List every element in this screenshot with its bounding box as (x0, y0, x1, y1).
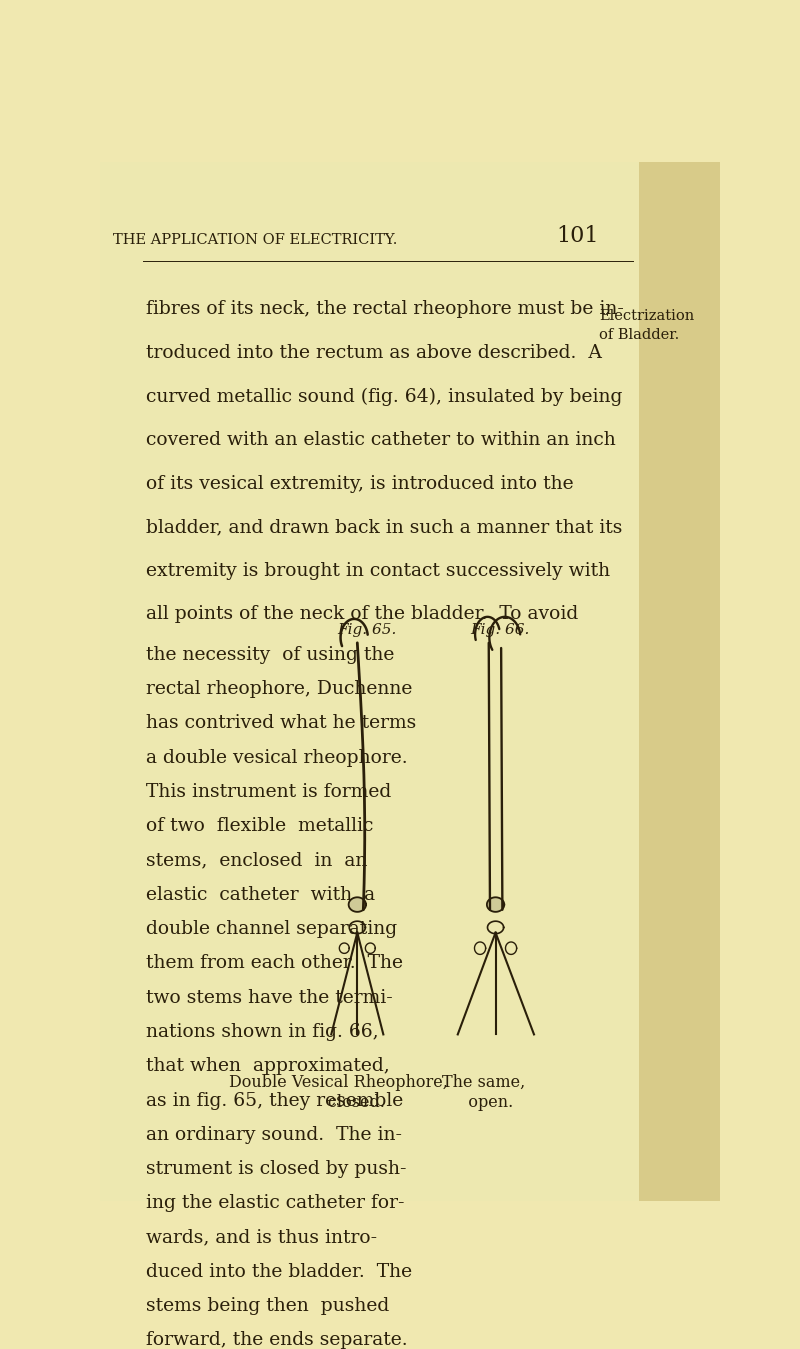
Text: forward, the ends separate.: forward, the ends separate. (146, 1331, 408, 1349)
Text: stems being then  pushed: stems being then pushed (146, 1298, 390, 1315)
Text: fibres of its neck, the rectal rheophore must be in-: fibres of its neck, the rectal rheophore… (146, 299, 624, 318)
Polygon shape (349, 897, 366, 912)
Text: Electrization
of Bladder.: Electrization of Bladder. (599, 309, 694, 341)
Text: of two  flexible  metallic: of two flexible metallic (146, 817, 374, 835)
Text: them from each other.  The: them from each other. The (146, 955, 403, 973)
Text: Fig. 65.: Fig. 65. (337, 623, 396, 637)
Text: bladder, and drawn back in such a manner that its: bladder, and drawn back in such a manner… (146, 518, 623, 536)
Text: that when  approximated,: that when approximated, (146, 1058, 390, 1075)
Bar (639, 162, 720, 1201)
Text: elastic  catheter  with  a: elastic catheter with a (146, 886, 376, 904)
Text: rectal rheophore, Duchenne: rectal rheophore, Duchenne (146, 680, 413, 699)
Text: THE APPLICATION OF ELECTRICITY.: THE APPLICATION OF ELECTRICITY. (113, 233, 397, 247)
Text: as in fig. 65, they resemble: as in fig. 65, they resemble (146, 1091, 404, 1109)
Text: troduced into the rectum as above described.  A: troduced into the rectum as above descri… (146, 344, 602, 362)
Text: 101: 101 (556, 225, 598, 247)
Polygon shape (487, 897, 504, 912)
Text: has contrived what he terms: has contrived what he terms (146, 715, 417, 733)
Text: a double vesical rheophore.: a double vesical rheophore. (146, 749, 408, 766)
Text: wards, and is thus intro-: wards, and is thus intro- (146, 1229, 378, 1246)
Text: closed.: closed. (292, 1094, 385, 1110)
Text: open.: open. (453, 1094, 514, 1110)
Text: two stems have the termi-: two stems have the termi- (146, 989, 394, 1006)
Text: covered with an elastic catheter to within an inch: covered with an elastic catheter to with… (146, 430, 616, 449)
Text: of its vesical extremity, is introduced into the: of its vesical extremity, is introduced … (146, 475, 574, 492)
Bar (100, 162, 639, 1201)
Text: Double Vesical Rheophore,: Double Vesical Rheophore, (230, 1074, 448, 1091)
Text: stems,  enclosed  in  an: stems, enclosed in an (146, 851, 368, 870)
Text: extremity is brought in contact successively with: extremity is brought in contact successi… (146, 561, 610, 580)
Text: duced into the bladder.  The: duced into the bladder. The (146, 1263, 413, 1282)
Text: This instrument is formed: This instrument is formed (146, 782, 392, 801)
Text: all points of the neck of the bladder.  To avoid: all points of the neck of the bladder. T… (146, 606, 578, 623)
Text: nations shown in fig. 66,: nations shown in fig. 66, (146, 1023, 379, 1041)
Text: an ordinary sound.  The in-: an ordinary sound. The in- (146, 1126, 402, 1144)
Text: strument is closed by push-: strument is closed by push- (146, 1160, 407, 1178)
Text: The same,: The same, (442, 1074, 525, 1091)
Text: Fig. 66.: Fig. 66. (470, 623, 530, 637)
Text: the necessity  of using the: the necessity of using the (146, 646, 395, 664)
Text: ing the elastic catheter for-: ing the elastic catheter for- (146, 1194, 405, 1213)
Text: double channel separating: double channel separating (146, 920, 398, 938)
Text: curved metallic sound (fig. 64), insulated by being: curved metallic sound (fig. 64), insulat… (146, 387, 623, 406)
